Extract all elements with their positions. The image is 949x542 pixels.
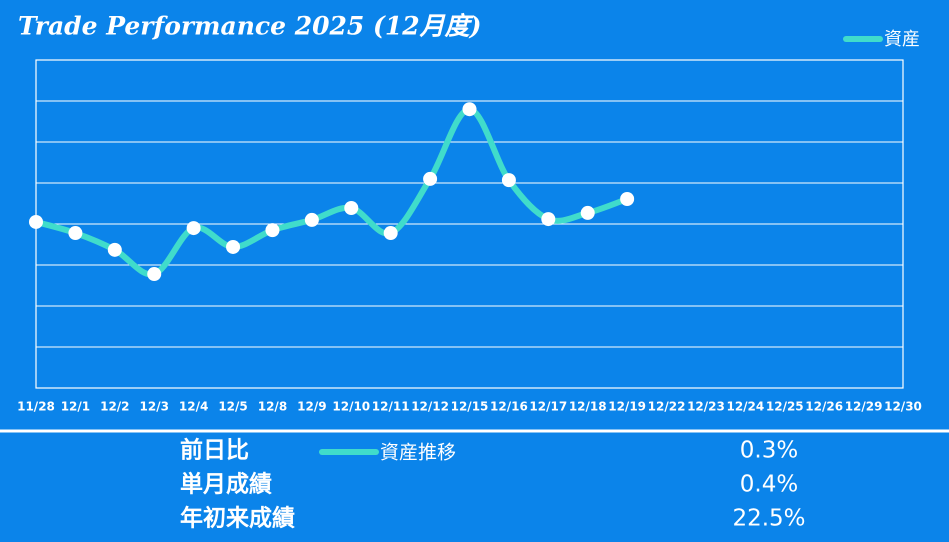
- x-tick-label: 12/18: [569, 400, 607, 414]
- data-point: [462, 102, 477, 117]
- x-tick-label: 12/25: [766, 400, 804, 414]
- data-point: [107, 242, 122, 257]
- data-point: [620, 191, 635, 206]
- data-point: [265, 223, 280, 238]
- x-tick-label: 12/1: [61, 400, 90, 414]
- legend-label: 資産: [884, 29, 920, 50]
- chart-title: Trade Performance 2025 (12月度): [18, 12, 481, 41]
- data-point: [186, 221, 201, 236]
- data-point: [541, 212, 556, 227]
- x-tick-label: 12/30: [884, 400, 922, 414]
- x-tick-label: 11/28: [17, 400, 55, 414]
- x-tick-label: 12/19: [608, 400, 646, 414]
- data-point: [423, 171, 438, 186]
- x-tick-label: 12/2: [100, 400, 129, 414]
- x-tick-label: 12/24: [726, 400, 764, 414]
- x-tick-label: 12/11: [372, 400, 410, 414]
- data-point: [501, 173, 516, 188]
- data-point: [147, 267, 162, 282]
- x-tick-label: 12/23: [687, 400, 725, 414]
- x-tick-label: 12/17: [529, 400, 567, 414]
- x-tick-label: 12/4: [179, 400, 208, 414]
- summary-value: 0.4%: [740, 472, 798, 498]
- data-point: [383, 226, 398, 241]
- x-tick-label: 12/29: [845, 400, 883, 414]
- summary-value: 22.5%: [732, 506, 805, 532]
- x-tick-label: 12/15: [451, 400, 489, 414]
- summary-label: 前日比: [180, 437, 249, 464]
- x-tick-label: 12/3: [140, 400, 169, 414]
- data-point: [580, 205, 595, 220]
- data-point: [226, 239, 241, 254]
- data-point: [68, 226, 83, 241]
- summary-label: 年初来成績: [180, 505, 295, 532]
- summary-value: 0.3%: [740, 438, 798, 464]
- data-point: [29, 214, 43, 229]
- x-tick-label: 12/10: [332, 400, 370, 414]
- series-line: [33, 106, 631, 278]
- x-tick-label: 12/5: [218, 400, 247, 414]
- summary-label: 単月成績: [180, 471, 272, 498]
- data-point: [344, 201, 359, 216]
- x-tick-label: 12/8: [258, 400, 287, 414]
- x-tick-label: 12/26: [805, 400, 843, 414]
- x-tick-label: 12/9: [297, 400, 326, 414]
- data-point: [304, 212, 319, 227]
- x-tick-label: 12/12: [411, 400, 449, 414]
- x-tick-label: 12/16: [490, 400, 528, 414]
- summary-legend: 資産推移: [380, 442, 456, 464]
- x-tick-label: 12/22: [648, 400, 686, 414]
